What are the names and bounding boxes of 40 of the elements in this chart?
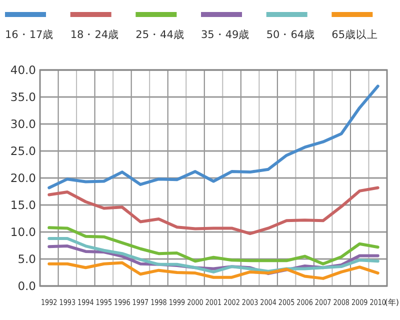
y-tick-label: 5.0 [18, 252, 36, 266]
x-tick-label: 1995 [96, 297, 112, 308]
x-tick-label: 1999 [168, 297, 186, 308]
x-tick-label: 2007 [314, 297, 332, 308]
x-tick-label: 2000 [187, 297, 204, 308]
line-series [48, 236, 380, 274]
y-tick-label: 40.0 [10, 63, 36, 78]
x-tick-label: 2006 [296, 297, 314, 308]
x-tick-label: 2001 [205, 297, 222, 308]
x-tick-label: 1996 [114, 297, 131, 308]
x-tick-label: 2003 [242, 297, 259, 308]
legend-label: 65歳以上 [332, 28, 378, 41]
x-tick-label: 1994 [78, 297, 94, 308]
y-tick-label: 10.0 [10, 225, 36, 240]
x-tick-label: 2008 [333, 297, 350, 308]
x-tick-label: 2002 [224, 297, 240, 308]
y-tick-label: 30.0 [10, 117, 36, 132]
y-tick-label: 15.0 [10, 198, 36, 212]
x-tick-label: 1997 [132, 297, 149, 308]
x-tick-label: 1992 [40, 297, 58, 308]
legend-label: 50・64歳 [266, 28, 316, 41]
line-series [48, 261, 380, 280]
x-axis-title: (年) [384, 298, 399, 307]
legend-label: 16・17歳 [5, 28, 54, 41]
y-tick-label: 0.0 [18, 279, 36, 294]
line-series [48, 186, 380, 236]
y-tick-label: 35.0 [10, 90, 36, 104]
line-series [48, 226, 380, 266]
legend-label: 35・49歳 [201, 28, 250, 41]
x-tick-label: 2010 [370, 297, 386, 308]
y-tick-label: 20.0 [10, 171, 36, 186]
x-tick-label: 1998 [150, 297, 168, 308]
x-tick-label: 2005 [278, 297, 295, 308]
legend-label: 18・24歳 [70, 28, 120, 41]
legend-label: 25・44歳 [136, 28, 184, 41]
x-tick-label: 2009 [351, 297, 368, 308]
y-tick-label: 25.0 [10, 144, 36, 158]
x-tick-label: 1993 [59, 297, 76, 308]
x-tick-label: 2004 [260, 297, 277, 308]
line-series [48, 84, 380, 190]
